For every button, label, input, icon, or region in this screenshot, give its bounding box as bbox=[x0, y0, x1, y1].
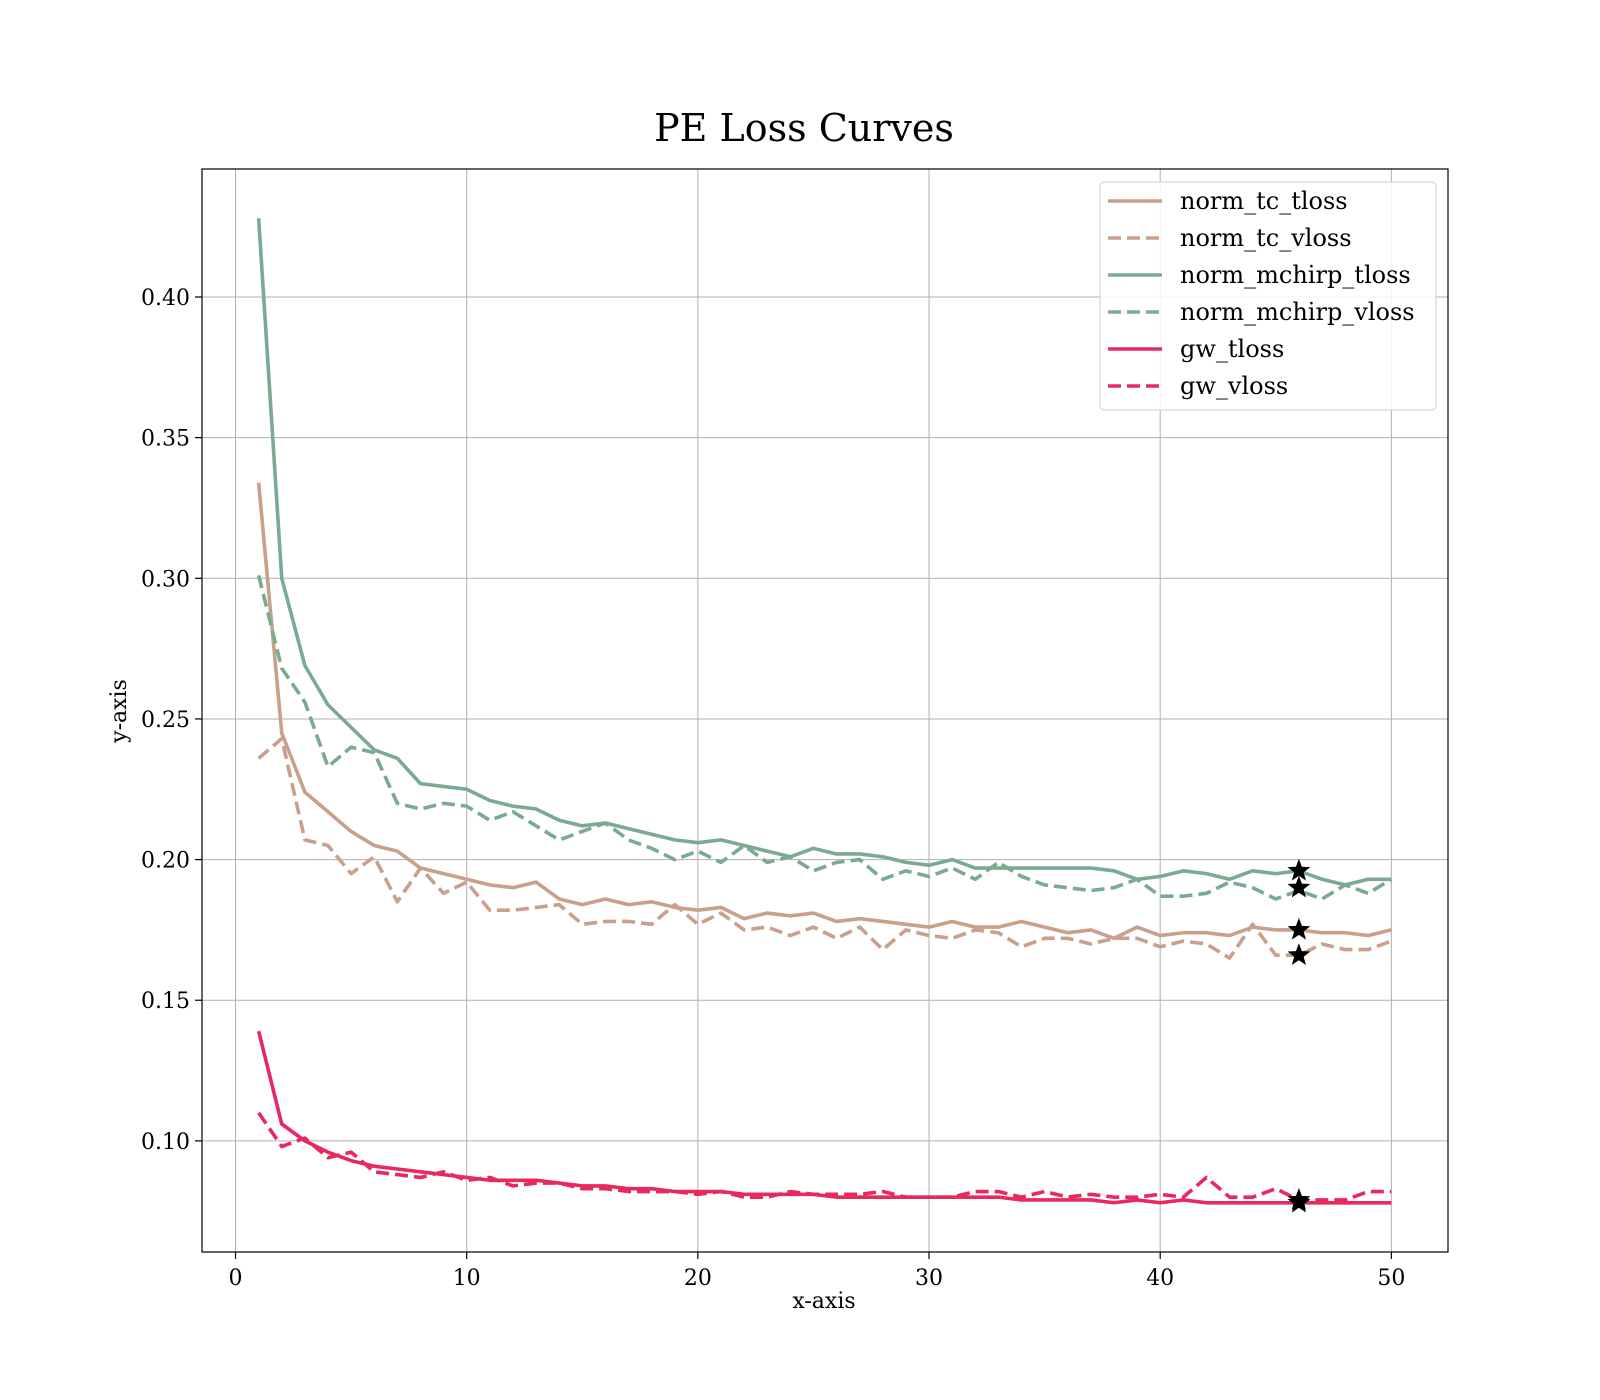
legend-label-norm_mchirp_tloss: norm_mchirp_tloss bbox=[1180, 261, 1411, 289]
x-tick-label: 40 bbox=[1146, 1266, 1174, 1291]
series-line-norm_mchirp_tloss bbox=[256, 218, 1392, 887]
y-tick-label: 0.40 bbox=[141, 286, 190, 311]
series-line-norm_tc_tloss bbox=[256, 482, 1392, 941]
best-marker-norm_tc_tloss bbox=[1287, 917, 1311, 940]
series-line-norm_mchirp_vloss bbox=[256, 575, 1393, 901]
series-line-gw_vloss bbox=[257, 1111, 1392, 1202]
legend: norm_tc_tloss norm_tc_vloss norm_mchirp_tl… bbox=[1099, 181, 1437, 411]
y-axis-label: y-axis bbox=[107, 679, 132, 744]
x-axis-label: x-axis bbox=[792, 1289, 855, 1314]
legend-box bbox=[1099, 181, 1437, 411]
legend-label-gw_tloss: gw_tloss bbox=[1180, 335, 1284, 363]
x-tick-label: 20 bbox=[684, 1266, 712, 1291]
plot-frame bbox=[201, 168, 1449, 1253]
y-tick-label: 0.30 bbox=[141, 567, 190, 592]
best-marker-norm_mchirp_vloss bbox=[1287, 875, 1311, 898]
x-tick-label: 50 bbox=[1377, 1266, 1405, 1291]
legend-label-norm_tc_tloss: norm_tc_tloss bbox=[1180, 187, 1348, 215]
best-marker-norm_tc_vloss bbox=[1287, 943, 1311, 965]
x-axis-ticks: 0 10 20 30 40 50 bbox=[229, 1252, 1405, 1291]
best-marker-norm_mchirp_tloss bbox=[1287, 858, 1311, 881]
series-line-norm_tc_vloss bbox=[257, 736, 1392, 960]
y-tick-label: 0.10 bbox=[141, 1130, 190, 1155]
best-marker-gw_vloss bbox=[1287, 1187, 1311, 1210]
y-axis-ticks: 0.10 0.15 0.20 0.25 0.30 0.35 0.40 bbox=[141, 286, 202, 1155]
best-epoch-markers bbox=[1287, 858, 1311, 1213]
y-tick-label: 0.25 bbox=[141, 708, 190, 733]
series-line-gw_tloss bbox=[256, 1030, 1392, 1205]
legend-label-norm_mchirp_vloss: norm_mchirp_vloss bbox=[1180, 298, 1415, 326]
y-tick-label: 0.35 bbox=[141, 427, 190, 452]
x-tick-label: 10 bbox=[453, 1266, 481, 1291]
y-tick-label: 0.15 bbox=[141, 989, 190, 1014]
x-tick-label: 0 bbox=[229, 1266, 243, 1291]
y-tick-label: 0.20 bbox=[141, 849, 190, 874]
plot-series bbox=[256, 218, 1393, 1205]
x-tick-label: 30 bbox=[915, 1266, 943, 1291]
legend-label-norm_tc_vloss: norm_tc_vloss bbox=[1180, 224, 1352, 252]
legend-label-gw_vloss: gw_vloss bbox=[1180, 372, 1288, 400]
chart-title: PE Loss Curves bbox=[654, 106, 954, 150]
